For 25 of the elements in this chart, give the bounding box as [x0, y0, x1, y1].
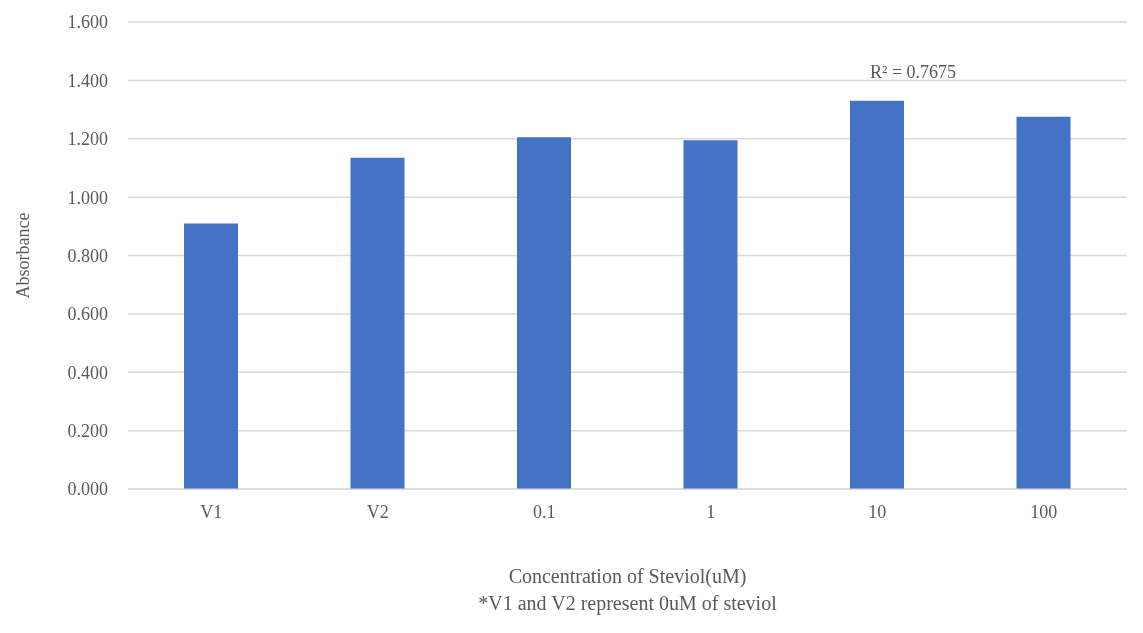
x-tick-label: 1 [706, 501, 716, 522]
bar [350, 157, 405, 489]
bar [683, 140, 738, 489]
y-tick-label: 0.800 [67, 245, 108, 266]
bar [184, 223, 238, 489]
x-tick-label: 0.1 [533, 501, 556, 522]
y-tick-label: 0.200 [67, 421, 108, 442]
x-axis-title: Concentration of Steviol(uM) [507, 565, 748, 588]
x-tick-label: V1 [200, 501, 223, 522]
y-tick-label: 1.400 [67, 70, 108, 91]
y-axis-title: Absorbance [13, 212, 35, 299]
y-tick-label: 0.400 [67, 362, 108, 383]
y-tick-label: 1.000 [67, 187, 108, 208]
bar [1016, 116, 1071, 489]
annotation: R² = 0.7675 [870, 62, 957, 83]
y-tick-label: 0.000 [67, 479, 108, 500]
text: *V1 and V2 represent 0uM of steviol [477, 592, 778, 615]
bar [517, 137, 571, 489]
x-tick-label: V2 [366, 501, 389, 522]
y-tick-label: 0.600 [67, 304, 108, 325]
y-tick-label: 1.600 [67, 12, 108, 33]
bar [850, 100, 904, 489]
y-tick-label: 1.200 [67, 129, 108, 150]
x-tick-label: 10 [868, 501, 887, 522]
x-tick-label: 100 [1030, 501, 1058, 522]
